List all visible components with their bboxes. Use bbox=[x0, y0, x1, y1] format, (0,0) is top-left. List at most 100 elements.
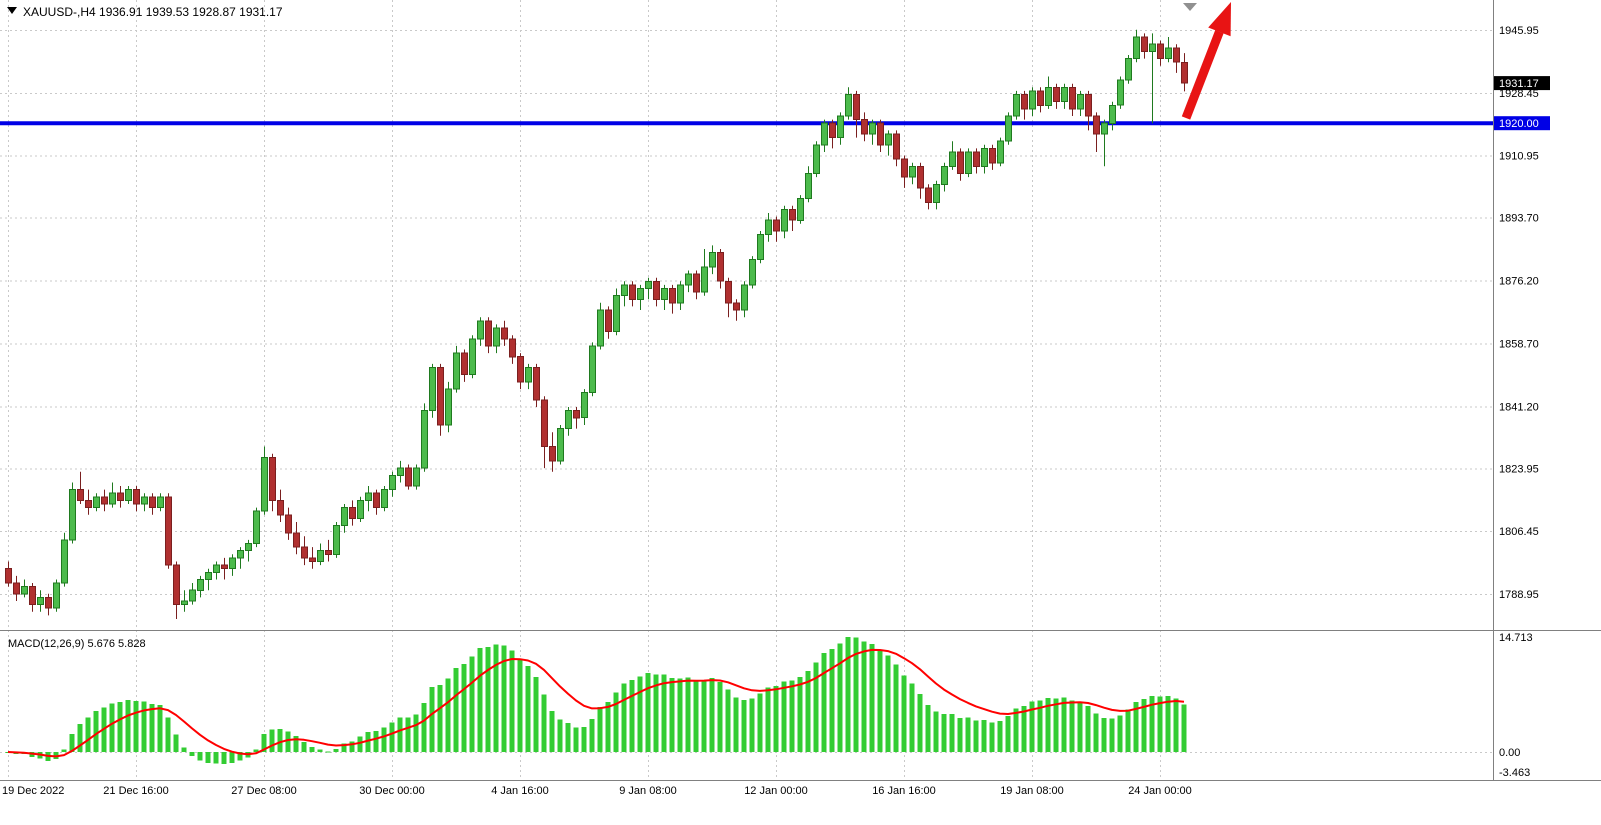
chart-header[interactable]: XAUUSD-,H4 1936.91 1939.53 1928.87 1931.… bbox=[7, 5, 283, 19]
macd-histogram-bar bbox=[453, 667, 459, 752]
candle-body bbox=[581, 392, 588, 419]
candle-body bbox=[597, 309, 604, 347]
candle-body bbox=[541, 399, 548, 447]
macd-histogram-bar bbox=[157, 704, 163, 752]
candle-body bbox=[949, 151, 956, 167]
candle-body bbox=[69, 489, 76, 541]
candle-body bbox=[685, 273, 692, 286]
candle-body bbox=[509, 338, 516, 358]
candle-body bbox=[501, 327, 508, 340]
chart-shift-marker-icon[interactable] bbox=[1183, 3, 1197, 11]
candle-body bbox=[917, 165, 924, 189]
macd-histogram-bar bbox=[533, 677, 539, 752]
candle-body bbox=[93, 496, 100, 509]
macd-histogram-bar bbox=[365, 731, 371, 752]
candle-body bbox=[725, 280, 732, 304]
macd-histogram-bar bbox=[485, 647, 491, 752]
macd-histogram-bar bbox=[637, 676, 643, 752]
candle-body bbox=[861, 119, 868, 135]
candle-body bbox=[13, 582, 20, 595]
macd-histogram-bar bbox=[437, 685, 443, 752]
candle-body bbox=[613, 295, 620, 333]
macd-histogram-bar bbox=[549, 711, 555, 752]
candle-body bbox=[1173, 47, 1180, 63]
candle-body bbox=[829, 122, 836, 139]
macd-histogram-bar bbox=[189, 752, 195, 756]
macd-histogram-bar bbox=[1053, 698, 1059, 752]
candle-body bbox=[1029, 90, 1036, 110]
macd-histogram-bar bbox=[373, 730, 379, 752]
candle-body bbox=[365, 492, 372, 501]
macd-histogram-bar bbox=[325, 751, 331, 753]
macd-histogram-bar bbox=[741, 699, 747, 752]
macd-histogram-bar bbox=[853, 637, 859, 752]
candle-body bbox=[309, 557, 316, 563]
macd-histogram-bar bbox=[893, 664, 899, 752]
candle-body bbox=[133, 489, 140, 505]
candle-body bbox=[901, 158, 908, 178]
time-tick-label: 4 Jan 16:00 bbox=[491, 785, 549, 797]
candle-body bbox=[653, 280, 660, 300]
macd-histogram-bar bbox=[125, 699, 131, 752]
candle-body bbox=[173, 564, 180, 606]
candle-body bbox=[1013, 94, 1020, 117]
candle-body bbox=[77, 489, 84, 501]
candle-body bbox=[405, 467, 412, 487]
trend-arrow-shaft[interactable] bbox=[1181, 30, 1224, 120]
macd-histogram-bar bbox=[133, 701, 139, 752]
candle-body bbox=[1133, 36, 1140, 60]
macd-histogram-bar bbox=[1021, 706, 1027, 752]
grid bbox=[0, 0, 1493, 780]
candle-body bbox=[1101, 122, 1108, 135]
candle-body bbox=[661, 288, 668, 300]
macd-histogram-bar bbox=[901, 675, 907, 752]
candle-body bbox=[469, 338, 476, 376]
candle-body bbox=[757, 234, 764, 261]
candle-body bbox=[669, 288, 676, 304]
time-tick-label: 27 Dec 08:00 bbox=[231, 785, 296, 797]
macd-histogram-bar bbox=[813, 662, 819, 752]
macd-histogram-bar bbox=[1117, 715, 1123, 752]
macd-histogram-bar bbox=[765, 687, 771, 752]
candle-body bbox=[1037, 90, 1044, 106]
candle-body bbox=[733, 302, 740, 311]
macd-histogram-bar bbox=[1157, 696, 1163, 752]
macd-histogram-bar bbox=[237, 752, 243, 761]
macd-histogram-bar bbox=[701, 680, 707, 752]
macd-histogram-bar bbox=[69, 734, 75, 752]
candle-body bbox=[301, 546, 308, 559]
macd-histogram-bar bbox=[381, 727, 387, 752]
time-tick-label: 9 Jan 08:00 bbox=[619, 785, 677, 797]
candle-body bbox=[317, 550, 324, 563]
candle-body bbox=[493, 327, 500, 347]
candle-body bbox=[885, 133, 892, 146]
macd-histogram-bar bbox=[557, 719, 563, 752]
macd-histogram-bar bbox=[149, 704, 155, 752]
chart-dropdown-icon[interactable] bbox=[7, 7, 17, 14]
macd-histogram-bar bbox=[253, 749, 259, 752]
macd-histogram-bar bbox=[197, 752, 203, 761]
macd-histogram-bar bbox=[949, 713, 955, 752]
candle-body bbox=[29, 586, 36, 606]
candle-body bbox=[1093, 115, 1100, 135]
candle-body bbox=[549, 446, 556, 462]
trend-arrow-head[interactable] bbox=[1208, 2, 1231, 37]
macd-histogram-bar bbox=[269, 729, 275, 752]
candle-body bbox=[533, 367, 540, 401]
macd-histogram-bar bbox=[589, 719, 595, 752]
candle-body bbox=[181, 600, 188, 606]
macd-histogram-bar bbox=[973, 720, 979, 752]
candle-body bbox=[349, 507, 356, 519]
candle-body bbox=[125, 489, 132, 501]
candle-body bbox=[717, 252, 724, 282]
macd-histogram-bar bbox=[789, 680, 795, 752]
macd-histogram-bar bbox=[717, 682, 723, 752]
macd-histogram-bar bbox=[109, 703, 115, 752]
macd-histogram-bar bbox=[581, 727, 587, 752]
macd-histogram-bar bbox=[165, 717, 171, 752]
candle-body bbox=[5, 568, 12, 584]
candle-body bbox=[877, 122, 884, 146]
macd-histogram-bar bbox=[93, 711, 99, 752]
